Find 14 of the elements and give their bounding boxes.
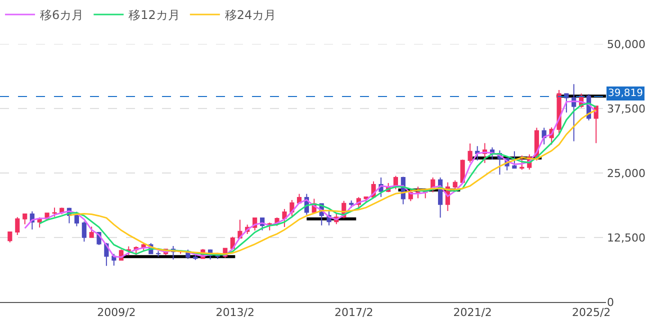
y-tick-label: 37,500 <box>607 102 646 116</box>
x-tick-label: 2025/2 <box>572 306 611 320</box>
x-tick-label: 2017/2 <box>334 306 374 320</box>
legend-label: 移6カ月 <box>40 8 84 22</box>
y-tick-label: 25,000 <box>607 166 646 180</box>
y-tick-label: 50,000 <box>607 38 646 51</box>
ref-line-label: 39,819 <box>608 88 643 99</box>
y-tick-label: 12,500 <box>607 231 646 244</box>
legend-label: 移12カ月 <box>128 8 180 22</box>
x-tick-label: 2009/2 <box>97 306 136 320</box>
legend-label: 移24カ月 <box>224 8 276 22</box>
x-tick-label: 2013/2 <box>216 306 254 320</box>
x-tick-label: 2021/2 <box>453 306 492 320</box>
y-tick-label: 0 <box>607 296 614 309</box>
